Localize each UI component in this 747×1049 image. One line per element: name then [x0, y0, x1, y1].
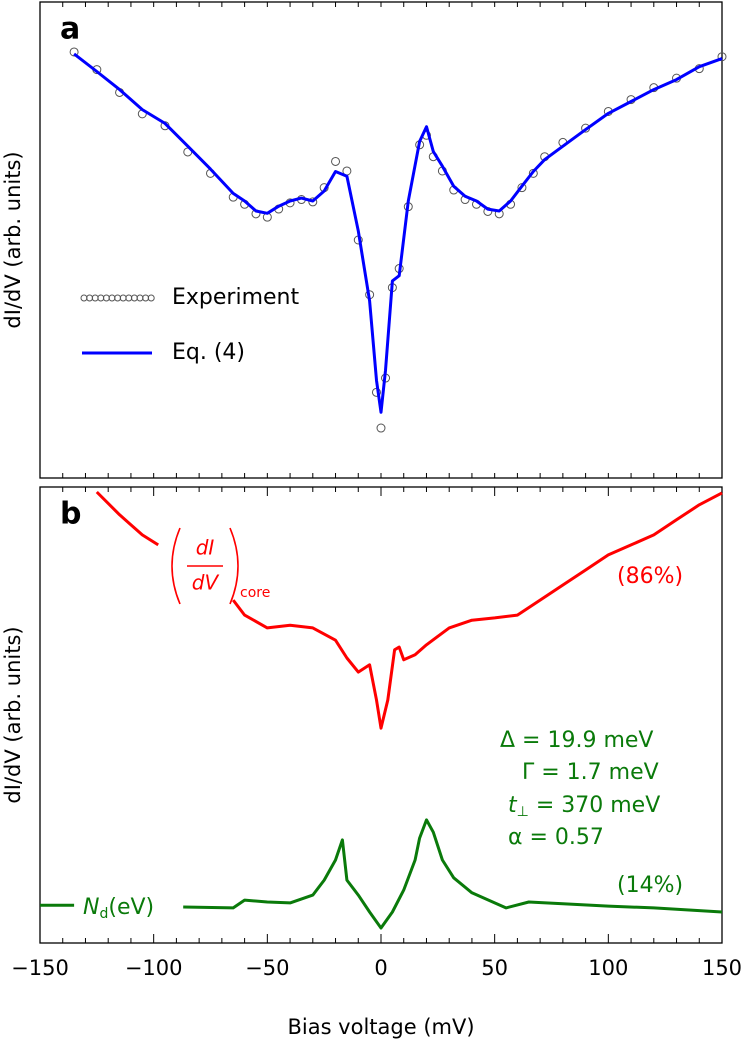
data-point — [308, 197, 318, 207]
annotation-part: = 370 meV — [529, 793, 660, 818]
y-axis-label: dI/dV (arb. units) — [1, 151, 25, 328]
formula-subscript: core — [240, 585, 270, 601]
annotation: Γ = 1.7 meV — [522, 760, 659, 785]
annotation: Nd(eV) — [83, 895, 154, 922]
annotation-part: t — [508, 793, 518, 818]
data-point — [376, 423, 386, 433]
legend-label: Experiment — [172, 285, 299, 310]
x-tick-label: 0 — [374, 956, 387, 980]
data-line — [73, 52, 723, 414]
annotation-subscript: ⊥ — [517, 804, 529, 820]
annotation-part: N — [83, 895, 99, 920]
annotation: Δ = 19.9 meV — [500, 728, 653, 753]
annotation: α = 0.57 — [508, 825, 604, 850]
legend-label: Eq. (4) — [172, 340, 245, 365]
annotation: t⊥ = 370 meV — [508, 793, 660, 820]
annotation-part: (eV) — [108, 895, 154, 920]
formula-numerator: dI — [196, 536, 215, 560]
data-line — [40, 818, 723, 930]
x-tick-label: −150 — [11, 956, 69, 980]
y-axis-label: dI/dV (arb. units) — [1, 626, 25, 803]
data-point — [69, 47, 79, 57]
annotation: (86%) — [617, 564, 683, 589]
paren — [229, 527, 239, 605]
panel-label: b — [60, 497, 81, 532]
formula: dI dV core — [171, 527, 270, 605]
data-point — [517, 183, 527, 193]
x-axis-label: Bias voltage (mV) — [287, 1015, 474, 1039]
annotation-subscript: d — [99, 906, 108, 922]
annotation: (14%) — [617, 873, 683, 898]
legend-marker — [147, 294, 155, 302]
paren — [171, 527, 181, 605]
panel-label: a — [60, 12, 80, 47]
data-line — [95, 490, 723, 730]
x-tick-label: −100 — [125, 956, 183, 980]
data-point — [331, 156, 341, 166]
formula-denominator: dV — [192, 571, 220, 595]
x-tick-label: −50 — [245, 956, 289, 980]
x-tick-label: 150 — [702, 956, 742, 980]
x-tick-label: 50 — [481, 956, 508, 980]
data-point — [717, 52, 727, 62]
x-tick-label: 100 — [588, 956, 628, 980]
label-backdrop — [79, 892, 179, 924]
